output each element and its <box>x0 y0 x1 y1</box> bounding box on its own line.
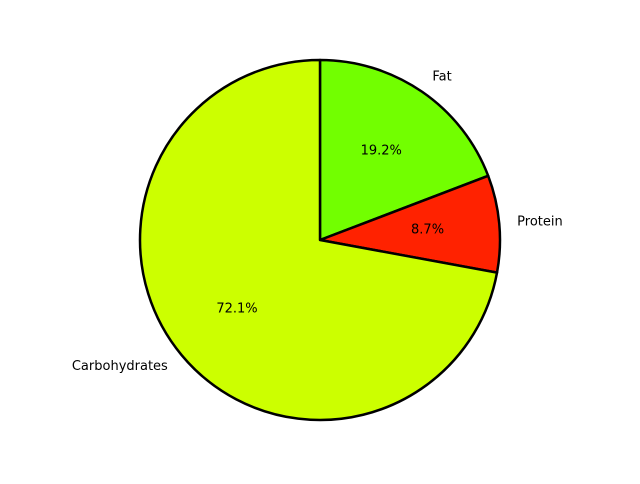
percent-label-protein: 8.7% <box>411 223 444 238</box>
category-label-fat: Fat <box>432 69 451 84</box>
pie-labels: 19.2% Fat 8.7% Protein 72.1% Carbohydrates <box>72 69 563 374</box>
pie-slice-fat <box>318 58 490 242</box>
pie-slice-carbohydrates <box>138 58 499 422</box>
category-label-protein: Protein <box>517 214 563 229</box>
pie-slice-protein <box>318 174 502 274</box>
percent-label-fat: 19.2% <box>361 144 402 159</box>
pie-slices <box>138 58 502 422</box>
category-label-carbohydrates: Carbohydrates <box>72 359 168 374</box>
percent-label-carbohydrates: 72.1% <box>216 302 257 317</box>
